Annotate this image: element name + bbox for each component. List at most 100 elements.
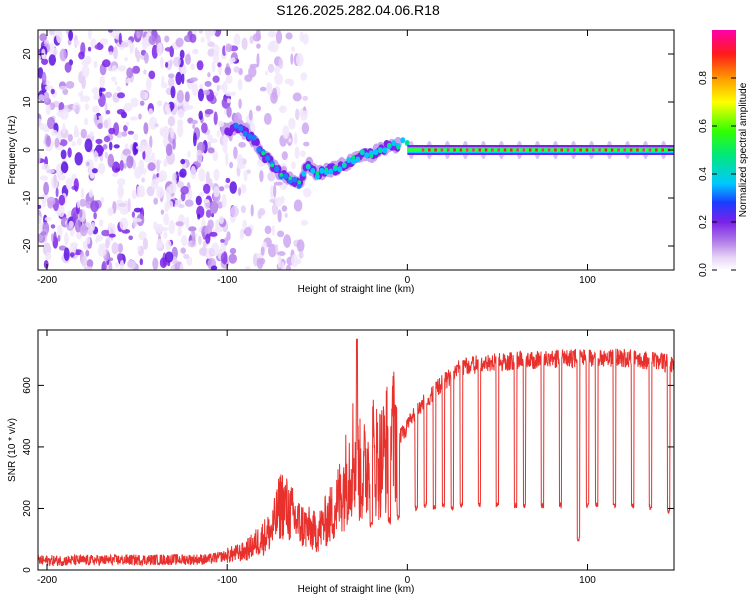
spectrogram-tone-core <box>446 148 450 152</box>
spectrogram-noise-blob <box>290 53 294 65</box>
spectrogram-noise-blob <box>39 33 48 42</box>
spectrogram-tone-core <box>642 148 645 152</box>
spectrogram-noise-blob <box>142 237 148 250</box>
spectrogram-noise-blob <box>41 71 47 85</box>
spectrogram-noise-blob <box>53 231 57 245</box>
spectrogram-noise-blob <box>268 243 277 258</box>
spectrogram-noise-blob <box>191 83 199 96</box>
spectrogram-noise-blob <box>111 172 119 177</box>
spectrogram-tone-core <box>573 148 576 152</box>
spectrogram-noise-blob <box>205 233 211 244</box>
spectrogram-noise-blob <box>240 184 247 194</box>
spectrogram-noise-blob <box>50 88 55 95</box>
colorbar-label: Normalized spectral amplitude <box>738 82 749 217</box>
x-tick-label: 100 <box>579 275 596 286</box>
spectrogram-trace-blob <box>251 134 257 141</box>
spectrogram-noise-blob <box>80 187 85 199</box>
spectrogram-noise-blob <box>125 121 130 127</box>
spectrogram-noise-blob <box>179 49 185 59</box>
spectrogram-tone-core <box>440 148 444 152</box>
spectrogram-noise-blob <box>58 245 67 251</box>
spectrogram-noise-blob <box>166 107 171 115</box>
spectrogram-noise-blob <box>206 141 212 149</box>
spectrogram-trace-blob <box>315 171 320 175</box>
spectrogram-trace-blob <box>346 157 352 163</box>
spectrogram-noise-blob <box>38 54 41 61</box>
spectrogram-noise-blob <box>132 142 138 156</box>
spectrogram-trace-blob <box>292 176 298 183</box>
spectrogram-noise-blob <box>39 175 49 181</box>
x-tick-label: -100 <box>217 575 237 586</box>
spectrogram-trace-blob <box>360 150 365 155</box>
spectrogram-noise-blob <box>107 207 114 216</box>
spectrogram-noise-blob <box>201 122 208 134</box>
spectrogram-noise-blob <box>275 243 279 254</box>
spectrogram-noise-blob <box>71 141 76 147</box>
colorbar-tick-label: 0.2 <box>698 215 709 229</box>
spectrogram-noise-blob <box>99 75 105 88</box>
spectrogram-noise-blob <box>50 224 56 229</box>
spectrogram-noise-blob <box>88 189 94 198</box>
spectrogram-noise-blob <box>84 118 89 126</box>
spectrogram-noise-blob <box>59 139 68 147</box>
spectrogram-noise-blob <box>104 91 113 98</box>
spectrogram-noise-blob <box>204 108 214 115</box>
spectrogram-noise-blob <box>103 135 111 143</box>
spectrogram-noise-blob <box>180 247 186 254</box>
spectrogram-noise-blob <box>48 54 56 66</box>
spectrogram-trace-blob <box>279 172 284 177</box>
spectrogram-noise-blob <box>301 122 310 135</box>
spectrogram-noise-blob <box>288 138 292 143</box>
spectrogram-noise-blob <box>159 257 168 269</box>
spectrogram-noise-blob <box>113 144 120 149</box>
spectrogram-noise-blob <box>156 238 164 249</box>
spectrogram-trace-blob <box>328 168 334 175</box>
spectrogram-noise-blob <box>59 48 67 62</box>
spectrogram-noise-blob <box>221 194 227 208</box>
spectrogram-tone-core <box>598 148 601 152</box>
spectrogram-noise-blob <box>81 60 90 66</box>
spectrogram-noise-blob <box>38 204 42 209</box>
spectrogram-noise-blob <box>90 200 99 213</box>
spectrogram-noise-blob <box>51 233 54 242</box>
spectrogram-noise-blob <box>285 32 293 40</box>
spectrogram-noise-blob <box>55 187 59 198</box>
spectrogram-noise-blob <box>86 259 94 268</box>
spectrogram-noise-blob <box>291 161 296 170</box>
spectrogram-noise-blob <box>212 75 220 83</box>
spectrogram-noise-blob <box>93 60 98 69</box>
spectrogram-noise-blob <box>136 31 140 39</box>
spectrogram-noise-blob <box>38 158 45 164</box>
spectrogram-tone-core <box>428 148 431 152</box>
spectrogram-noise-blob <box>65 81 75 89</box>
spectrogram-noise-blob <box>69 243 77 256</box>
spectrogram-noise-blob <box>141 177 145 183</box>
snr-y-label: SNR (10 * v/v) <box>7 418 18 482</box>
spectrogram-y-ticks: -20 -10 0 10 20 <box>22 48 674 253</box>
spectrogram-noise-blob <box>59 85 68 90</box>
spectrogram-noise-blob <box>95 238 99 244</box>
spectrogram-noise-blob <box>281 151 288 161</box>
spectrogram-noise-blob <box>91 168 98 174</box>
spectrogram-noise-blob <box>209 138 218 144</box>
spectrogram-noise-blob <box>81 76 86 90</box>
spectrogram-noise-blob <box>98 219 104 227</box>
spectrogram-noise-blob <box>168 220 176 235</box>
spectrogram-noise-blob <box>264 225 272 235</box>
spectrogram-noise-blob <box>93 150 99 162</box>
spectrogram-noise-blob <box>282 125 290 140</box>
spectrogram-noise-blob <box>176 181 184 188</box>
spectrogram-noise-blob <box>226 106 232 118</box>
spectrogram-noise-blob <box>184 199 194 207</box>
spectrogram-noise-blob <box>108 233 116 238</box>
spectrogram-tone-core <box>528 148 532 152</box>
spectrogram-trace-blob <box>242 130 248 137</box>
spectrogram-noise-blob <box>156 100 163 107</box>
spectrogram-noise-blob <box>117 92 125 99</box>
x-tick-label: -100 <box>217 275 237 286</box>
colorbar-tick-label: 0.6 <box>698 119 709 133</box>
spectrogram-noise-blob <box>64 232 69 246</box>
spectrogram-trace-blob <box>297 180 302 185</box>
y-tick-label: 200 <box>22 500 33 517</box>
